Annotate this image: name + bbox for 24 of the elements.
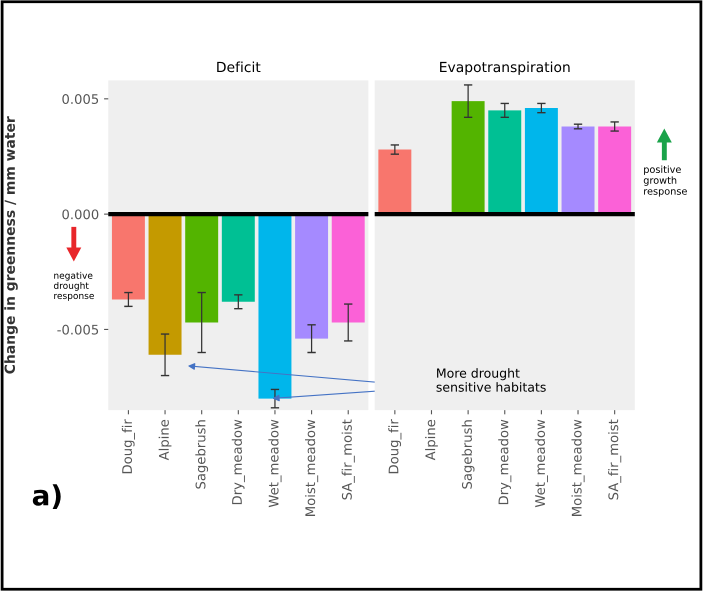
x-tick-label: Alpine xyxy=(425,420,438,460)
x-tick-label: SA_fir_moist xyxy=(342,419,355,500)
x-tick-label: Doug_fir xyxy=(122,419,135,474)
x-tick-label: Sagebrush xyxy=(462,420,475,489)
y-axis-title: Change in greenness / mm water xyxy=(4,116,18,374)
text: positive growth response xyxy=(644,165,687,197)
x-tick-label: Dry_meadow xyxy=(232,420,245,504)
x-tick-label: Wet_meadow xyxy=(534,420,548,508)
y-tick-label: 0.005 xyxy=(62,94,98,104)
x-tick-label: SA_fir_moist xyxy=(608,419,622,500)
x-tick-label: Dry_meadow xyxy=(498,420,512,504)
text: negative drought response xyxy=(54,272,94,301)
text: a) xyxy=(32,484,61,509)
x-tick-label: Wet_meadow xyxy=(268,420,282,508)
annotation: More drought sensitive habitats xyxy=(436,368,546,392)
x-tick-label: Doug_fir xyxy=(388,419,402,474)
x-tick-label: Moist_meadow xyxy=(305,420,318,516)
x-tick-label: Alpine xyxy=(158,420,172,460)
y-tick-label: 0.000 xyxy=(62,209,98,220)
chart-title: Deficit xyxy=(217,61,260,72)
x-tick-label: Moist_meadow xyxy=(571,420,585,516)
y-tick-label: -0.005 xyxy=(57,324,98,335)
x-tick-label: Sagebrush xyxy=(195,420,208,489)
chart-title: Evapotranspiration xyxy=(440,61,570,75)
